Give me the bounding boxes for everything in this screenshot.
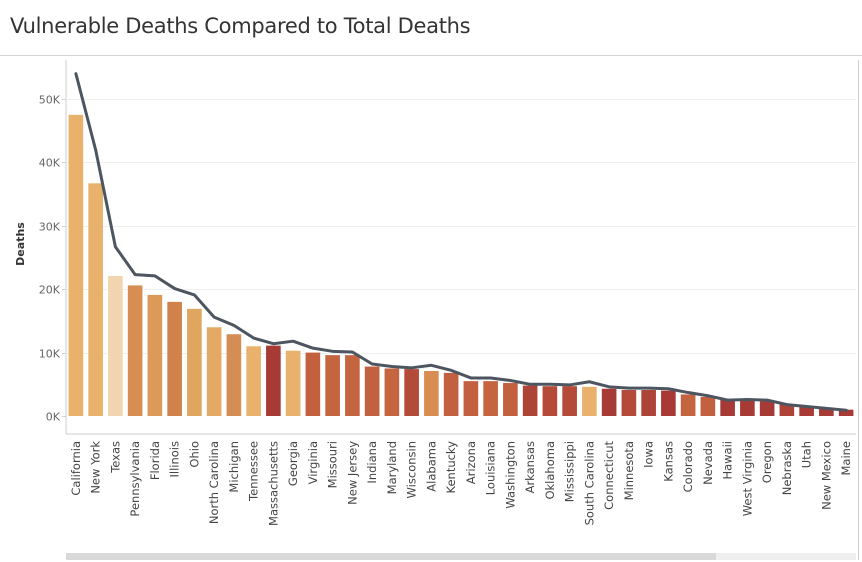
bar <box>562 386 577 416</box>
bar <box>68 114 84 416</box>
x-tick-label: Louisiana <box>484 441 498 495</box>
horizontal-scrollbar-thumb[interactable] <box>66 553 716 560</box>
x-tick-label: California <box>69 441 83 496</box>
x-tick-label: Maryland <box>385 441 399 494</box>
bar <box>443 372 459 416</box>
right-border <box>858 60 859 560</box>
bar <box>720 399 735 416</box>
total-deaths-line <box>74 72 848 412</box>
x-tick-label: Michigan <box>227 441 241 493</box>
x-tick-label: Arizona <box>464 441 478 484</box>
x-tick-label: Virginia <box>306 441 320 484</box>
bar <box>503 383 518 416</box>
bar <box>641 390 656 416</box>
bar <box>108 275 123 416</box>
bar <box>582 386 597 416</box>
x-tick-label: South Carolina <box>582 441 596 525</box>
x-tick-label: Pennsylvania <box>128 441 142 517</box>
y-axis-title: Deaths <box>14 222 27 266</box>
y-tick-label: 0K <box>46 411 61 424</box>
x-tick-label: Texas <box>108 441 122 474</box>
x-tick-label: Iowa <box>642 441 656 468</box>
y-tick-label: 30K <box>39 221 61 234</box>
x-tick-label: New Jersey <box>345 441 359 505</box>
x-tick-label: Missouri <box>326 441 340 488</box>
bar <box>700 396 716 416</box>
bar <box>206 327 222 416</box>
x-tick-label: Wisconsin <box>405 441 419 498</box>
x-tick-label: North Carolina <box>207 441 221 524</box>
bar <box>88 183 103 416</box>
title-divider <box>0 55 862 56</box>
bar <box>325 355 340 416</box>
x-tick-label: Kentucky <box>444 441 458 494</box>
x-tick-label: Alabama <box>424 441 438 492</box>
x-tick-label: Minnesota <box>622 441 636 500</box>
bar <box>661 390 676 416</box>
x-tick-label: Georgia <box>286 441 300 486</box>
x-tick-label: Utah <box>800 441 814 468</box>
y-tick-label: 50K <box>39 94 61 107</box>
bar <box>147 294 163 416</box>
bar <box>424 370 439 416</box>
bar <box>601 388 617 416</box>
x-tick-label: Kansas <box>661 441 675 482</box>
chart-title: Vulnerable Deaths Compared to Total Deat… <box>10 14 471 38</box>
bar <box>463 381 479 416</box>
x-tick-label: Colorado <box>681 441 695 492</box>
x-tick-label: Tennessee <box>247 441 261 502</box>
bar <box>266 345 281 416</box>
x-tick-label: Connecticut <box>602 441 616 510</box>
bar <box>404 369 419 416</box>
bar <box>345 355 360 416</box>
x-tick-label: Nebraska <box>780 441 794 495</box>
bar <box>167 301 182 416</box>
x-tick-label: Arkansas <box>523 441 537 493</box>
bar <box>759 401 775 416</box>
x-tick-label: Maine <box>839 441 853 476</box>
bar <box>305 352 321 416</box>
x-tick-label: Nevada <box>701 441 715 485</box>
y-tick-label: 20K <box>39 284 61 297</box>
x-tick-label: Hawaii <box>721 441 735 480</box>
bar <box>364 366 380 416</box>
bar <box>522 385 538 416</box>
bar <box>838 409 854 416</box>
y-tick-label: 10K <box>39 348 61 361</box>
x-tick-label: West Virginia <box>740 441 754 516</box>
x-tick-label: Washington <box>503 441 517 509</box>
bar <box>187 308 202 416</box>
bar <box>285 350 301 416</box>
bar <box>483 381 498 416</box>
y-tick-label: 40K <box>39 157 61 170</box>
x-tick-label: Massachusetts <box>266 441 280 526</box>
bar <box>740 399 755 416</box>
bar <box>226 334 242 416</box>
x-tick-label: Florida <box>148 441 162 480</box>
x-tick-label: Ohio <box>187 441 201 468</box>
x-tick-label: Indiana <box>365 441 379 484</box>
bar <box>819 408 834 416</box>
bar <box>680 394 696 416</box>
bar <box>246 346 261 416</box>
x-tick-label: Oklahoma <box>543 441 557 500</box>
x-tick-label: New York <box>89 441 103 494</box>
bar <box>542 386 558 416</box>
bar <box>127 285 143 416</box>
x-tick-label: Illinois <box>168 441 182 478</box>
x-tick-label: Mississippi <box>563 441 577 502</box>
bar <box>799 406 814 416</box>
x-tick-label: Oregon <box>760 441 774 483</box>
bar <box>621 390 637 416</box>
bar <box>779 403 795 416</box>
bar <box>384 368 400 416</box>
x-tick-label: New Mexico <box>819 441 833 510</box>
